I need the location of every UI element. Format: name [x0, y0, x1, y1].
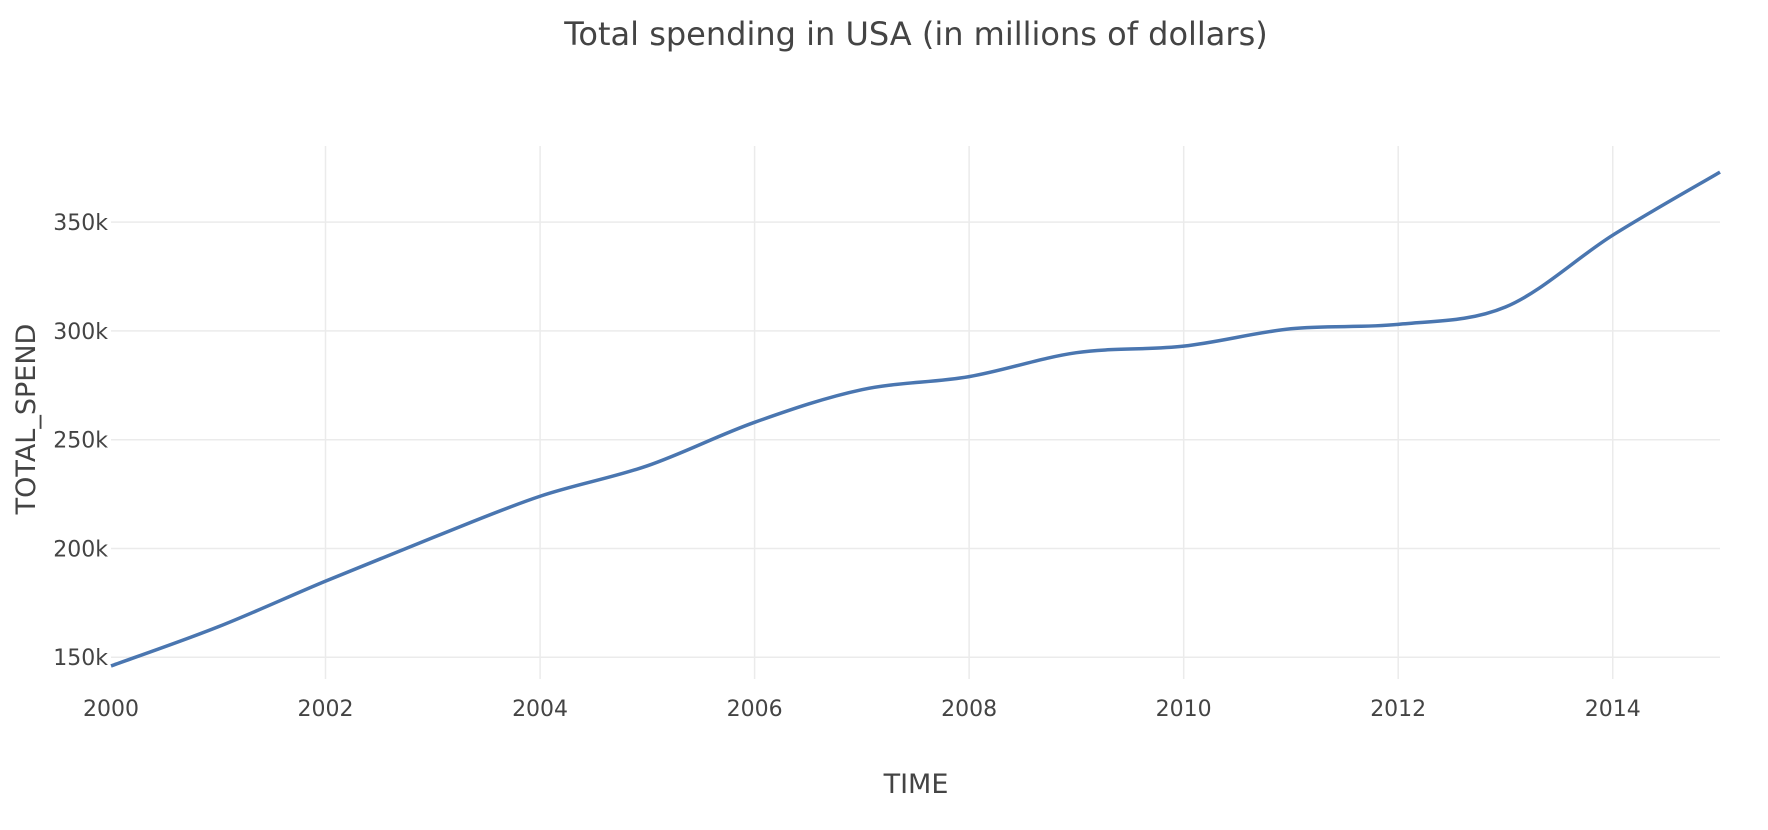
y-axis-title: TOTAL_SPEND [11, 324, 42, 516]
y-tick-label: 350k [53, 211, 108, 236]
x-tick-label: 2010 [1156, 697, 1212, 722]
grid [111, 146, 1720, 679]
x-tick-label: 2002 [298, 697, 354, 722]
x-tick-label: 2012 [1370, 697, 1426, 722]
x-axis-title: TIME [883, 769, 949, 800]
x-tick-label: 2008 [941, 697, 997, 722]
y-tick-label: 200k [53, 537, 108, 562]
y-tick-label: 150k [53, 646, 108, 671]
x-tick-label: 2014 [1585, 697, 1641, 722]
x-tick-label: 2006 [727, 697, 783, 722]
x-tick-label: 2000 [83, 697, 139, 722]
series-line [110, 170, 1721, 668]
chart-title: Total spending in USA (in millions of do… [563, 15, 1267, 53]
series-layer [110, 170, 1721, 668]
y-tick-label: 300k [53, 320, 108, 345]
y-tick-label: 250k [53, 429, 108, 454]
y-axis-ticks: 150k 200k 250k 300k 350k [53, 211, 108, 671]
x-tick-label: 2004 [512, 697, 568, 722]
x-axis-ticks: 2000 2002 2004 2006 2008 2010 2012 2014 [83, 697, 1641, 722]
